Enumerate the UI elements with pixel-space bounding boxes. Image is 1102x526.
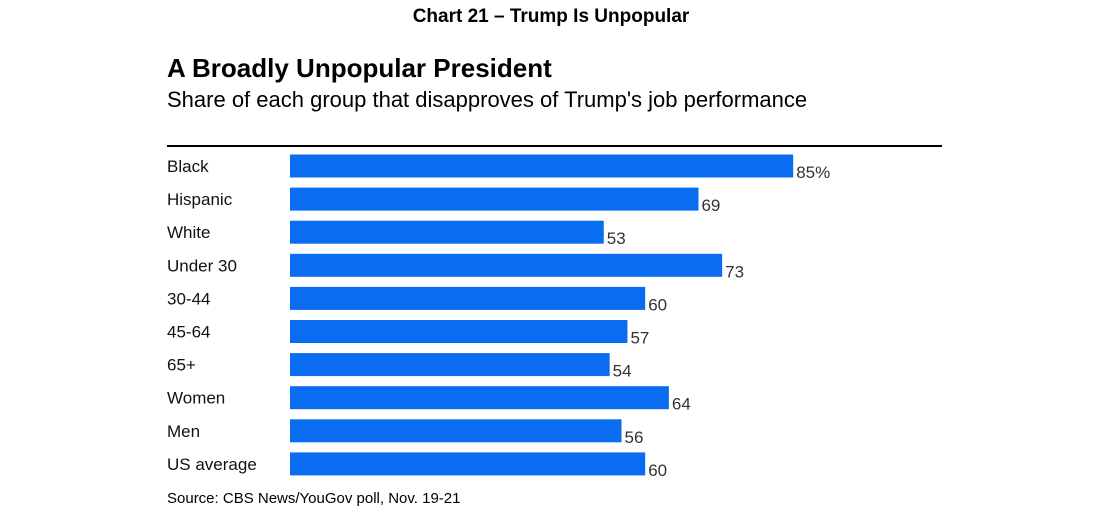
value-label: 56 [625,428,644,447]
bar [290,286,646,310]
category-label: 65+ [167,356,196,375]
top-rule [167,145,942,147]
value-label: 60 [648,295,667,314]
category-label: Black [167,157,209,176]
bar [290,320,628,343]
value-label: 85% [796,163,830,182]
chart-label: Chart 21 – Trump Is Unpopular [412,6,690,27]
category-label: US average [167,455,257,474]
bar [290,419,622,443]
value-label: 69 [701,196,720,215]
category-label: White [167,223,210,242]
bar [290,452,646,476]
category-label: Under 30 [167,256,237,275]
bar [290,253,723,277]
value-label: 73 [725,262,744,281]
chart-title: A Broadly Unpopular President [167,53,552,83]
value-label: 60 [648,461,667,480]
source-note: Source: CBS News/YouGov poll, Nov. 19-21 [167,490,461,507]
value-label: 57 [630,329,649,348]
value-label: 64 [672,395,691,414]
value-label: 54 [613,362,632,381]
chart-subtitle: Share of each group that disapproves of … [167,87,808,112]
bar [290,187,699,211]
bar [290,353,610,377]
category-label: 45-64 [167,323,210,342]
bar [290,220,604,244]
bar [290,386,669,410]
category-label: Women [167,389,225,408]
bar [290,154,794,178]
category-label: Hispanic [167,190,233,209]
category-label: 30-44 [167,289,210,308]
value-label: 53 [607,229,626,248]
category-label: Men [167,422,200,441]
